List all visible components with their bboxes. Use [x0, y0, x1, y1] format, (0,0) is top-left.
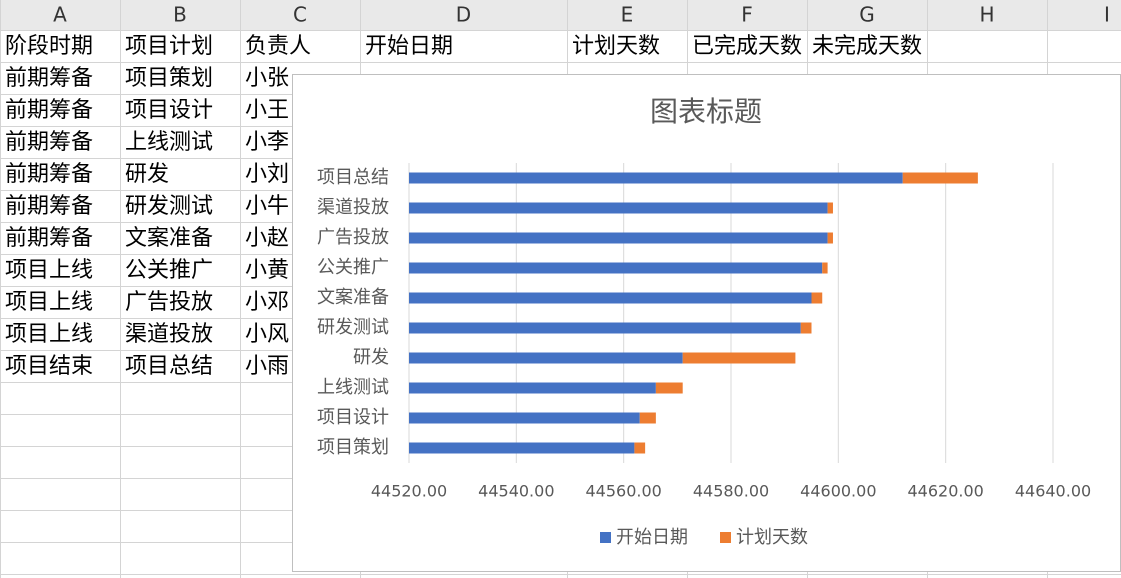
cell: 广告投放 [125, 290, 213, 315]
legend-swatch [720, 532, 731, 543]
bar [822, 262, 828, 274]
column-header: A [53, 3, 67, 27]
cell: 研发 [125, 162, 169, 187]
cell: 小雨 [245, 354, 289, 379]
x-tick-label: 44540.00 [478, 482, 554, 501]
bar [409, 292, 812, 304]
bar [409, 262, 823, 274]
column-header: B [173, 3, 187, 27]
y-tick-label: 渠道投放 [317, 197, 389, 218]
column-header: G [859, 3, 875, 27]
column-header: H [979, 3, 994, 27]
bar [409, 352, 683, 364]
cell: 小李 [245, 130, 289, 155]
bar [409, 172, 903, 184]
cell: 小黄 [245, 258, 289, 283]
cell: 未完成天数 [812, 34, 922, 59]
legend-label: 计划天数 [736, 527, 808, 548]
bar [409, 412, 640, 424]
cell: 项目计划 [125, 34, 213, 59]
cell: 前期筹备 [5, 194, 93, 219]
cell: 项目上线 [5, 322, 93, 347]
y-tick-label: 研发 [353, 347, 389, 368]
cell: 项目设计 [125, 98, 213, 123]
y-tick-label: 广告投放 [317, 227, 389, 248]
bar [811, 292, 823, 304]
bar [902, 172, 978, 184]
bar [409, 202, 828, 214]
cell: 上线测试 [125, 130, 213, 155]
cell: 公关推广 [125, 258, 213, 283]
bar [409, 382, 656, 394]
y-tick-label: 项目总结 [317, 167, 389, 188]
cell: 计划天数 [572, 34, 660, 59]
bar [409, 232, 828, 244]
chart-title: 图表标题 [650, 95, 762, 128]
cell: 小风 [245, 322, 289, 347]
x-tick-label: 44640.00 [1015, 482, 1091, 501]
bar [655, 382, 683, 394]
bar [634, 442, 646, 454]
bar [639, 412, 656, 424]
cell: 项目总结 [125, 354, 213, 379]
y-tick-label: 项目设计 [317, 407, 389, 428]
bar [800, 322, 812, 334]
cell: 阶段时期 [5, 34, 93, 59]
bar [409, 442, 635, 454]
bar [827, 232, 833, 244]
column-header: C [293, 3, 307, 27]
cell: 负责人 [245, 34, 311, 59]
column-header: F [741, 3, 753, 27]
cell: 小牛 [245, 194, 289, 219]
cell: 小赵 [245, 226, 289, 251]
cell: 文案准备 [125, 226, 213, 251]
cell: 开始日期 [365, 34, 453, 59]
x-tick-label: 44600.00 [800, 482, 876, 501]
x-tick-label: 44580.00 [693, 482, 769, 501]
column-header: D [456, 3, 471, 27]
cell: 小刘 [245, 162, 289, 187]
cell: 项目上线 [5, 258, 93, 283]
y-tick-label: 项目策划 [317, 437, 389, 458]
cell: 前期筹备 [5, 66, 93, 91]
y-tick-label: 文案准备 [317, 287, 389, 308]
bar [409, 322, 801, 334]
cell: 小王 [245, 98, 289, 123]
cell: 渠道投放 [125, 322, 213, 347]
legend-swatch [600, 532, 611, 543]
column-header-bar [0, 0, 1121, 30]
cell: 前期筹备 [5, 130, 93, 155]
y-tick-label: 研发测试 [317, 317, 389, 338]
column-header: E [621, 3, 634, 27]
cell: 前期筹备 [5, 98, 93, 123]
column-header: I [1104, 3, 1110, 27]
cell: 项目上线 [5, 290, 93, 315]
cell: 已完成天数 [692, 34, 802, 59]
x-tick-label: 44620.00 [907, 482, 983, 501]
cell: 项目结束 [5, 354, 93, 379]
cell: 前期筹备 [5, 226, 93, 251]
chart: 图表标题 44520.00 44540.00 44560.00 44580.00 446… [292, 74, 1121, 572]
y-tick-label: 公关推广 [317, 257, 389, 278]
bar [827, 202, 833, 214]
x-tick-label: 44520.00 [371, 482, 447, 501]
cell: 前期筹备 [5, 162, 93, 187]
legend-label: 开始日期 [616, 527, 688, 548]
bar [682, 352, 796, 364]
cell: 小邓 [245, 290, 289, 315]
cell: 项目策划 [125, 66, 213, 91]
cell: 小张 [245, 66, 289, 91]
y-tick-label: 上线测试 [317, 377, 389, 398]
cell: 研发测试 [125, 194, 213, 219]
x-tick-label: 44560.00 [585, 482, 661, 501]
